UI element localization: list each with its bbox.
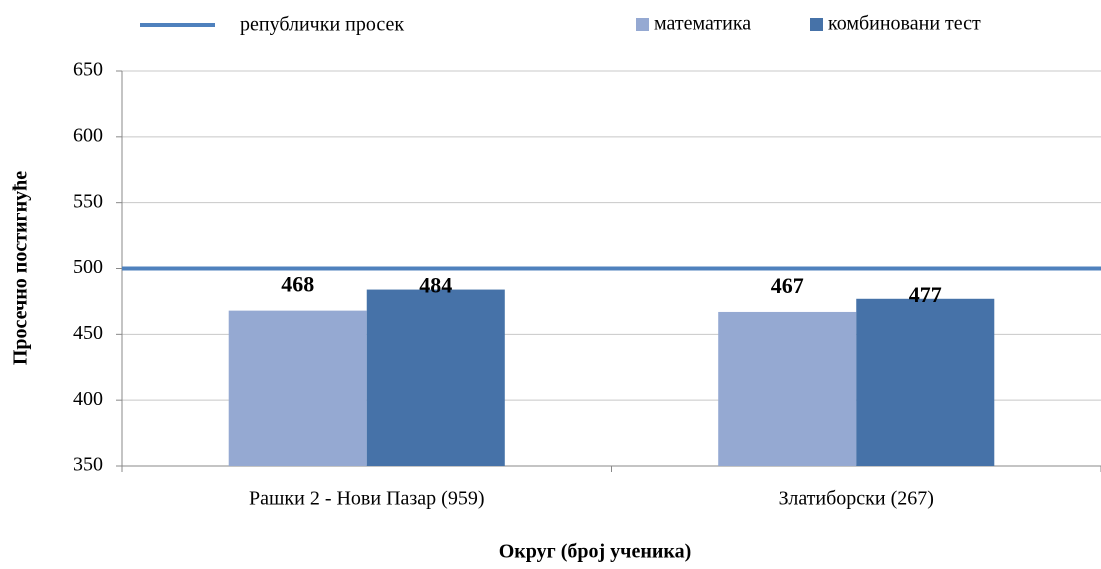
bar [228, 310, 367, 466]
legend-swatch [810, 18, 823, 31]
y-axis-title: Просечно постигнуће [10, 171, 32, 365]
x-axis-title: Округ (број ученика) [499, 541, 692, 563]
data-label: 477 [909, 282, 942, 307]
data-label: 484 [419, 273, 452, 298]
data-label: 467 [771, 273, 804, 298]
bar [366, 289, 505, 466]
y-tick-label: 350 [73, 454, 103, 476]
y-tick-label: 550 [73, 190, 103, 212]
y-tick-label: 450 [73, 322, 103, 344]
y-tick-label: 600 [73, 124, 103, 146]
y-tick-label: 400 [73, 388, 103, 410]
bar [718, 311, 857, 466]
data-label: 468 [281, 272, 314, 297]
x-tick-label: Златиборски (267) [779, 488, 934, 510]
legend-swatch [636, 18, 649, 31]
legend-label: комбиновани тест [828, 13, 981, 35]
x-tick-label: Рашки 2 - Нови Пазар (959) [249, 488, 485, 510]
y-tick-label: 650 [73, 59, 103, 81]
legend-label: републички просек [240, 14, 404, 36]
bar [856, 298, 995, 466]
legend-label: математика [654, 13, 751, 35]
y-tick-label: 500 [73, 256, 103, 278]
